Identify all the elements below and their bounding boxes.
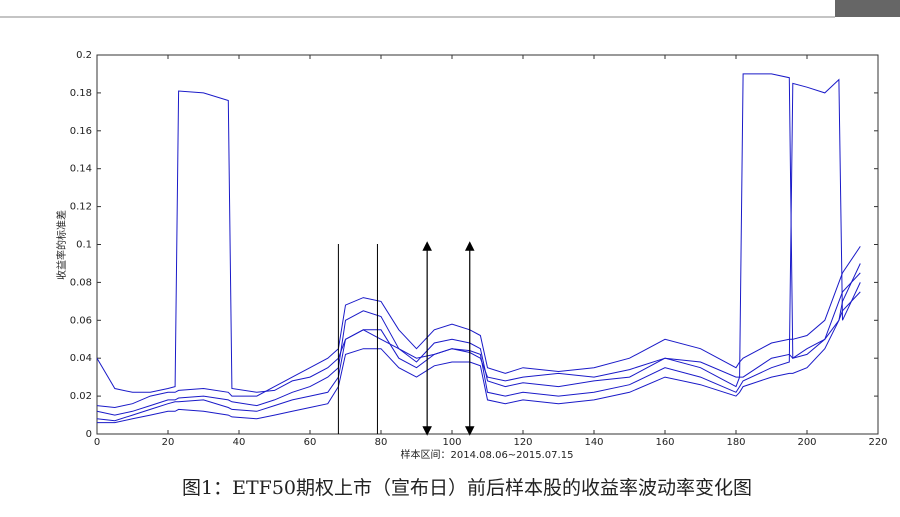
series-line xyxy=(96,246,861,409)
y-tick-label: 0.2 xyxy=(76,50,92,61)
y-tick-label: 0.18 xyxy=(70,88,92,99)
y-tick-label: 0 xyxy=(86,429,92,440)
x-tick-label: 0 xyxy=(94,437,100,448)
y-tick-label: 0.16 xyxy=(70,126,92,137)
x-axis-label: 样本区间：2014.08.06~2015.07.15 xyxy=(401,448,574,461)
caption: 图1：ETF50期权上市（宣布日）前后样本股的收益率波动率变化图 xyxy=(182,477,752,499)
top-tab xyxy=(835,0,900,17)
x-tick-label: 160 xyxy=(655,437,674,448)
x-tick-label: 220 xyxy=(868,437,887,448)
y-tick-label: 0.02 xyxy=(70,391,92,402)
x-tick-label: 140 xyxy=(584,437,603,448)
y-tick-label: 0.06 xyxy=(70,315,92,326)
x-tick-label: 40 xyxy=(233,437,246,448)
y-tick-label: 0.1 xyxy=(76,240,92,251)
x-tick-label: 100 xyxy=(442,437,461,448)
series-line xyxy=(97,291,861,424)
series-line xyxy=(96,73,861,416)
series-line xyxy=(96,90,861,393)
y-tick-label: 0.08 xyxy=(70,277,92,288)
x-tick-label: 200 xyxy=(797,437,816,448)
x-tick-label: 120 xyxy=(513,437,532,448)
series-line xyxy=(96,78,861,422)
y-axis-label: 收益率的标准差 xyxy=(55,210,68,280)
x-tick-label: 80 xyxy=(375,437,388,448)
y-tick-label: 0.04 xyxy=(70,353,92,364)
x-tick-label: 20 xyxy=(162,437,175,448)
x-tick-label: 60 xyxy=(304,437,317,448)
y-tick-label: 0.12 xyxy=(70,202,92,213)
x-tick-label: 180 xyxy=(726,437,745,448)
y-tick-label: 0.14 xyxy=(70,164,92,175)
